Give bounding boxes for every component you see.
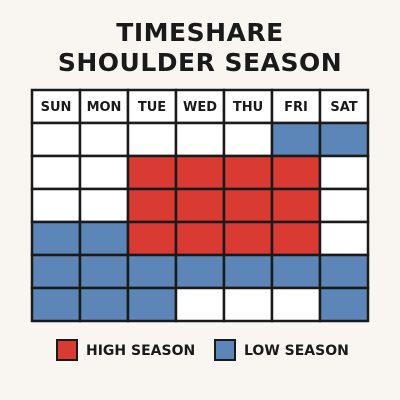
day-cell	[126, 187, 178, 224]
day-cell	[174, 121, 226, 158]
day-cell	[270, 286, 322, 323]
day-cell	[126, 154, 178, 191]
day-cell	[30, 220, 82, 257]
day-cell	[174, 220, 226, 257]
day-cell	[30, 121, 82, 158]
day-cell	[78, 121, 130, 158]
day-label: MON	[87, 100, 122, 115]
day-cell	[318, 187, 370, 224]
legend-swatch	[56, 339, 78, 361]
header-cell	[78, 88, 130, 125]
day-cell	[270, 121, 322, 158]
day-cell	[222, 253, 274, 290]
day-cell	[222, 220, 274, 257]
day-cell	[126, 253, 178, 290]
day-label: SAT	[330, 100, 357, 115]
day-cell	[78, 286, 130, 323]
day-label: WED	[183, 100, 217, 115]
day-label: FRI	[284, 100, 308, 115]
day-cell	[30, 187, 82, 224]
legend-label: LOW SEASON	[244, 343, 349, 359]
day-cell	[78, 187, 130, 224]
day-cell	[126, 220, 178, 257]
day-cell	[318, 253, 370, 290]
day-cell	[222, 154, 274, 191]
day-cell	[126, 286, 178, 323]
header-cell	[318, 88, 370, 125]
day-cell	[270, 253, 322, 290]
day-cell	[222, 121, 274, 158]
day-cell	[270, 220, 322, 257]
legend-swatch	[214, 339, 236, 361]
day-cell	[78, 220, 130, 257]
day-cell	[222, 286, 274, 323]
day-label: TUE	[138, 100, 166, 115]
day-cell	[30, 286, 82, 323]
day-cell	[318, 121, 370, 158]
day-cell	[174, 187, 226, 224]
day-cell	[78, 154, 130, 191]
legend: HIGH SEASON LOW SEASON	[56, 339, 349, 361]
legend-label: HIGH SEASON	[86, 343, 195, 359]
day-cell	[270, 154, 322, 191]
title-line: TIMESHARE	[116, 18, 283, 47]
day-cell	[30, 154, 82, 191]
day-cell	[174, 154, 226, 191]
day-label: SUN	[41, 100, 72, 115]
day-cell	[318, 220, 370, 257]
day-cell	[174, 253, 226, 290]
day-cell	[30, 253, 82, 290]
title-line: SHOULDER SEASON	[58, 48, 342, 77]
day-cell	[222, 187, 274, 224]
day-cell	[78, 253, 130, 290]
header-cell	[126, 88, 178, 125]
day-cell	[318, 286, 370, 323]
day-cell	[318, 154, 370, 191]
day-cell	[174, 286, 226, 323]
day-cell	[270, 187, 322, 224]
calendar: SUN MON TUE WED THU FRI SAT	[30, 88, 370, 323]
day-cell	[126, 121, 178, 158]
day-label: THU	[233, 100, 263, 115]
header-cell	[30, 88, 82, 125]
